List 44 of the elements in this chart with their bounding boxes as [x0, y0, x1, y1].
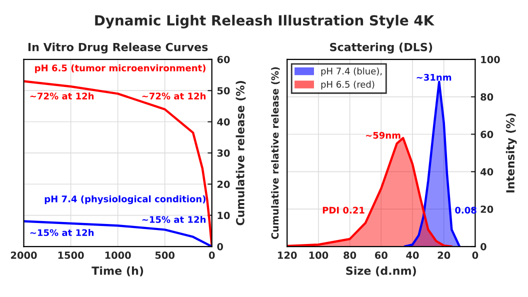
y-tick-label: 30	[217, 149, 230, 157]
x-tick-label: 120	[278, 252, 297, 259]
annotation: ~15% at 12h	[142, 216, 206, 223]
x-tick-label: 60	[374, 252, 388, 259]
x-tick-label: 100	[309, 252, 328, 259]
annotation: pH 6.5 (tumor microenvironment)	[35, 64, 206, 74]
annotation: PDI 0.21	[322, 206, 364, 214]
x-tick-label: 1500	[58, 252, 84, 259]
annotation: ~72% at 12h	[30, 92, 94, 100]
legend-label: pH 6.5 (red)	[321, 80, 374, 90]
y-tick-label: 10	[218, 212, 230, 220]
text: Dynamic Light Releash Illustration Style 4K	[95, 14, 435, 28]
x-tick-label: 500	[155, 252, 175, 259]
x-tick-label: 0	[472, 252, 478, 259]
chart-subtitle: Scattering (DLS)	[330, 42, 432, 54]
x-tick-label: 80	[344, 252, 356, 259]
y-tick-label: 100	[481, 56, 500, 64]
y-tick-label: 20	[480, 206, 494, 213]
x-axis-title: Size (d.nm)	[346, 266, 416, 276]
y-tick-label: 80	[480, 93, 494, 101]
annotation: pH 7.4 (physiological condition)	[44, 195, 206, 204]
annotation: ~59nm	[366, 132, 400, 139]
annotation: ~15% at 12h	[30, 229, 94, 236]
y-tick-label: 40	[217, 118, 230, 126]
y-tick-label: 0	[217, 242, 224, 250]
x-tick-label: 20	[438, 252, 450, 259]
y-tick-label: 50	[217, 87, 230, 94]
y-tick-label: 60	[217, 56, 230, 64]
x-tick-label: 40	[406, 252, 419, 259]
x-tick-label: 0	[208, 252, 215, 259]
y-tick-label: 0	[480, 242, 486, 250]
y-tick-label: 60	[480, 130, 494, 138]
legend-label: pH 7.4 (blue),	[321, 68, 382, 76]
chart-subtitle: In Vitro Drug Release Curves	[28, 42, 208, 54]
y-tick-label: 20	[217, 180, 230, 188]
y-tick-label: 40	[480, 168, 494, 176]
x-tick-label: 1000	[105, 252, 131, 259]
x-tick-label: 2000	[11, 252, 37, 259]
x-axis-title: Time (h)	[92, 266, 144, 276]
y-axis-title: Intensity (%)	[506, 113, 517, 192]
annotation: ~72% at 12h	[142, 92, 206, 100]
annotation: ~31nm	[416, 74, 452, 81]
text: Cumulative relative release (%)	[271, 67, 280, 240]
y-axis-title: Cumulative release (%)	[236, 81, 246, 226]
